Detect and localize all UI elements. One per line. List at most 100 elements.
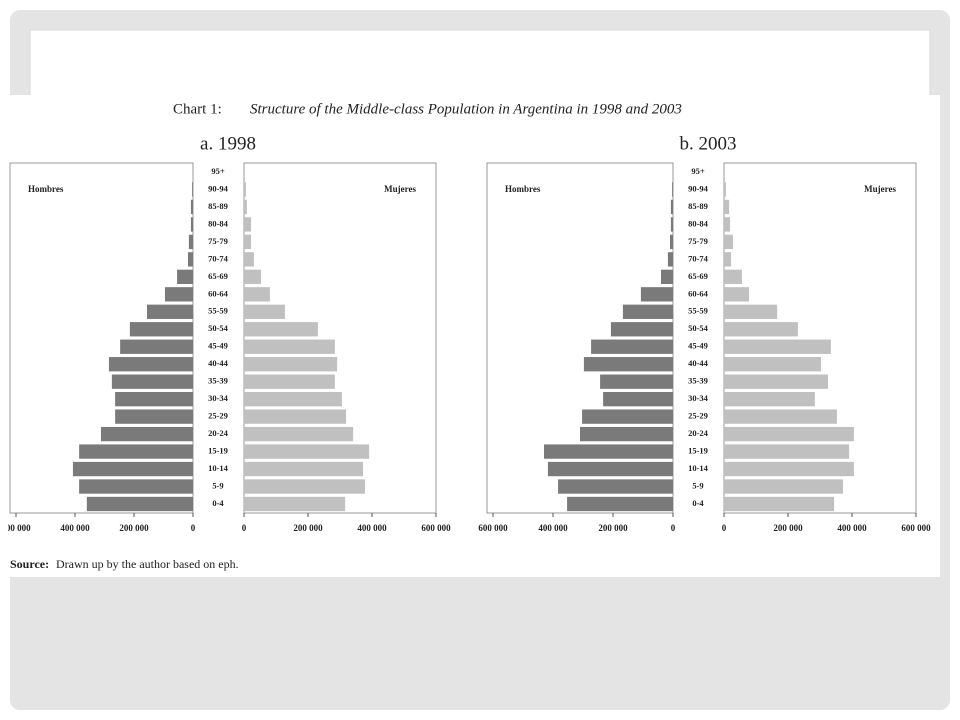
age-label: 85-89: [208, 201, 228, 211]
legend-men: Hombres: [505, 184, 541, 194]
chart-title: Structure of the Middle-class Population…: [250, 101, 682, 117]
source-label: Source:: [10, 557, 49, 571]
legend-men: Hombres: [28, 184, 64, 194]
bar-women: [244, 269, 261, 285]
x-tick-label: 600 000: [901, 523, 931, 533]
x-tick-label: 400 000: [60, 523, 90, 533]
bar-men: [603, 391, 673, 407]
x-tick-label: 400 000: [538, 523, 568, 533]
bar-women: [724, 269, 742, 285]
bar-women: [244, 391, 342, 407]
age-label: 25-29: [208, 411, 228, 421]
bar-men: [115, 409, 193, 424]
bar-men: [190, 217, 193, 232]
bar-men: [670, 199, 673, 215]
bar-women: [244, 304, 285, 319]
x-tick-label: 600 000: [1, 523, 31, 533]
bar-men: [567, 496, 673, 512]
age-label: 65-69: [688, 271, 708, 281]
age-label: 0-4: [692, 498, 704, 508]
bar-women: [724, 252, 732, 267]
bar-women: [724, 182, 726, 197]
age-label: 85-89: [688, 201, 708, 211]
bar-women: [244, 339, 335, 354]
age-label: 80-84: [688, 218, 709, 228]
age-label: 30-34: [208, 393, 229, 403]
bar-women: [244, 322, 318, 337]
x-tick-label: 0: [671, 523, 676, 533]
x-tick-label: 0: [191, 523, 196, 533]
age-label: 30-34: [688, 393, 709, 403]
bar-men: [111, 374, 193, 389]
age-label: 35-39: [208, 376, 228, 386]
age-label: 20-24: [208, 428, 229, 438]
bar-women: [724, 461, 854, 477]
bar-women: [724, 409, 837, 424]
bar-women: [724, 496, 835, 512]
bar-men: [129, 322, 193, 337]
age-label: 5-9: [692, 480, 703, 490]
age-label: 65-69: [208, 271, 228, 281]
bar-men: [591, 339, 673, 354]
legend-women: Mujeres: [384, 184, 416, 194]
bar-women: [244, 444, 370, 459]
bar-men: [86, 496, 193, 512]
x-tick-label: 0: [722, 523, 727, 533]
bar-women: [724, 391, 815, 407]
age-label: 60-64: [688, 288, 709, 298]
bar-men: [188, 234, 193, 250]
age-label: 90-94: [688, 183, 709, 193]
bar-men: [177, 269, 193, 285]
x-tick-label: 200 000: [598, 523, 628, 533]
bar-men: [672, 182, 673, 197]
bar-women: [244, 374, 335, 389]
bar-women: [244, 479, 365, 494]
plot-frame: [243, 162, 437, 514]
plot-frame: [486, 162, 674, 514]
bar-women: [244, 234, 252, 250]
age-label: 75-79: [688, 236, 708, 246]
age-label: 35-39: [688, 376, 708, 386]
bar-women: [724, 357, 821, 372]
age-label: 75-79: [208, 236, 228, 246]
bar-women: [244, 217, 252, 232]
x-tick-label: 200 000: [293, 523, 323, 533]
plot-frame: [9, 162, 194, 514]
panel-title: a. 1998: [200, 133, 256, 154]
age-label: 55-59: [208, 306, 228, 316]
x-tick-label: 400 000: [357, 523, 387, 533]
age-label: 15-19: [688, 446, 708, 456]
bar-men: [582, 409, 673, 424]
bar-women: [244, 357, 338, 372]
age-label: 20-24: [688, 428, 709, 438]
age-label: 50-54: [208, 323, 229, 333]
bar-men: [79, 444, 193, 459]
bar-men: [670, 217, 673, 232]
panel-title: b. 2003: [680, 133, 737, 154]
bar-women: [724, 304, 778, 319]
age-label: 70-74: [208, 253, 229, 263]
bar-women: [724, 426, 854, 442]
bar-men: [108, 357, 193, 372]
bar-men: [192, 182, 193, 197]
bar-men: [72, 461, 193, 477]
age-label: 45-49: [208, 341, 228, 351]
bar-women: [244, 496, 346, 512]
x-tick-label: 600 000: [421, 523, 451, 533]
bar-men: [164, 287, 193, 302]
bar-women: [244, 409, 347, 424]
age-label: 25-29: [688, 411, 708, 421]
age-label: 60-64: [208, 288, 229, 298]
bar-men: [115, 391, 193, 407]
age-label: 50-54: [688, 323, 709, 333]
x-tick-label: 0: [242, 523, 247, 533]
x-tick-label: 600 000: [478, 523, 508, 533]
x-tick-label: 200 000: [119, 523, 149, 533]
age-label: 95+: [691, 166, 705, 176]
x-tick-label: 200 000: [773, 523, 803, 533]
bar-women: [244, 199, 247, 215]
bar-women: [724, 217, 731, 232]
title-box: [29, 29, 931, 97]
